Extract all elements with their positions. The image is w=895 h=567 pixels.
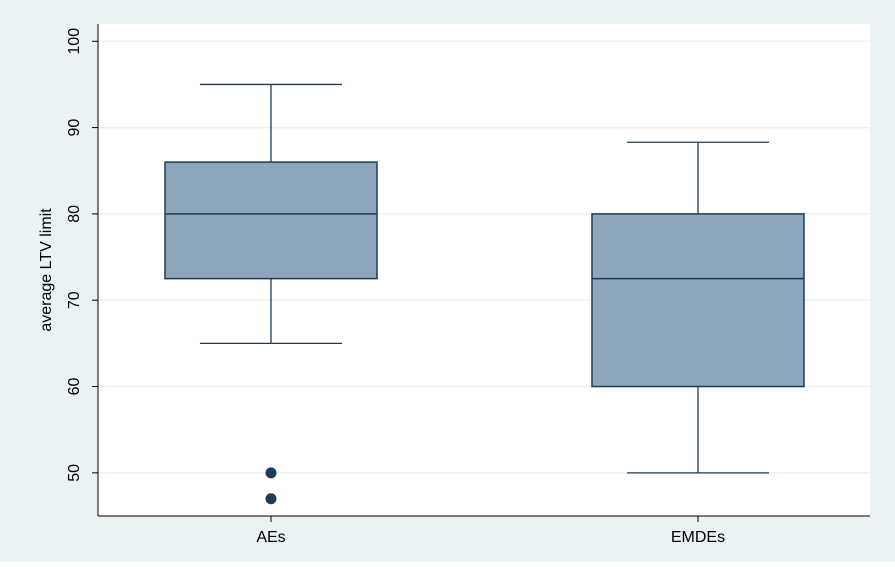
y-tick-label-50: 50 [66, 464, 83, 482]
box-iqr [591, 213, 805, 388]
outlier-point [265, 493, 277, 505]
boxes [164, 83, 805, 505]
box-AEs [164, 83, 378, 505]
axes: 50 60 70 80 90 100 AEs EMDEs [66, 24, 870, 546]
y-axis-label: average LTV limit [38, 208, 55, 332]
x-tick-label-EMDEs: EMDEs [671, 529, 725, 546]
outlier-point [265, 467, 277, 479]
y-tick-label-100: 100 [66, 28, 83, 55]
box-iqr [164, 161, 378, 280]
y-tick-label-80: 80 [66, 205, 83, 223]
box-EMDEs [591, 141, 805, 474]
y-tick-label-70: 70 [66, 291, 83, 309]
y-tick-label-90: 90 [66, 119, 83, 137]
x-tick-label-AEs: AEs [256, 529, 285, 546]
y-tick-label-60: 60 [66, 378, 83, 396]
